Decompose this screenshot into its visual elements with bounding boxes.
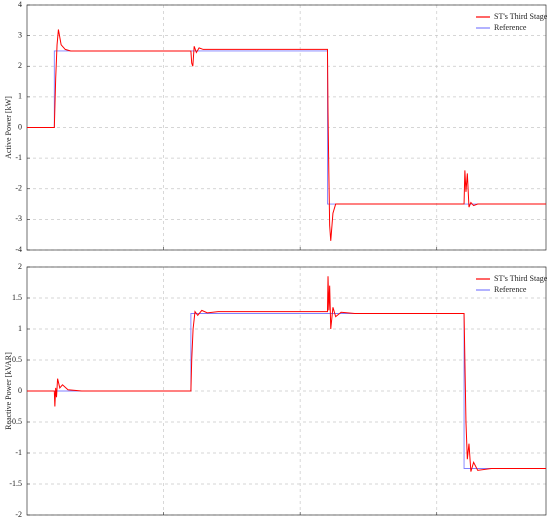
y-tick-label: -1 [15, 153, 22, 162]
y-tick-label: 2 [18, 61, 22, 70]
y-tick-label: -2 [15, 510, 22, 519]
series-line [27, 276, 546, 472]
y-tick-label: 1.5 [12, 293, 22, 302]
y-tick-label: 4 [18, 0, 22, 9]
legend-label: Reference [494, 23, 527, 32]
y-tick-label: 2 [18, 262, 22, 271]
legend-label: Reference [494, 285, 527, 294]
y-axis-label: Reactive Power [kVAR] [4, 352, 13, 430]
legend-box [474, 273, 544, 297]
legend-label: ST's Third Stage [494, 12, 548, 21]
y-tick-label: 1 [18, 324, 22, 333]
y-tick-label: -0.5 [9, 417, 22, 426]
y-tick-label: -4 [15, 245, 22, 254]
y-tick-label: 0 [18, 122, 22, 131]
y-tick-label: 1 [18, 92, 22, 101]
y-tick-label: -2 [15, 184, 22, 193]
y-tick-label: -1.5 [9, 479, 22, 488]
y-tick-label: 0 [18, 386, 22, 395]
y-tick-label: -3 [15, 214, 22, 223]
y-tick-label: -1 [15, 448, 22, 457]
series-line [27, 29, 546, 241]
y-axis-label: Active Power [kW] [4, 96, 13, 159]
legend-label: ST's Third Stage [494, 274, 548, 283]
y-tick-label: 0.5 [12, 355, 22, 364]
legend-box [474, 11, 544, 35]
y-tick-label: 3 [18, 30, 22, 39]
